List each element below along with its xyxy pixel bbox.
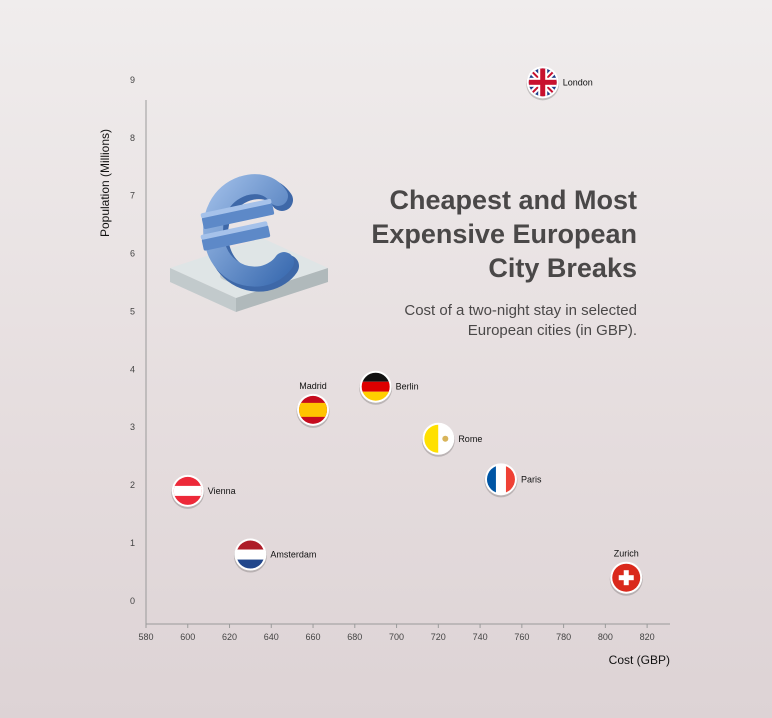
- x-ticks: 580 600 620 640 660 680 700 720 740 760 780 800 820: [138, 624, 655, 642]
- chart-subtitle-line: European cities (in GBP).: [467, 322, 637, 339]
- city-label: Vienna: [208, 486, 236, 496]
- netherlands-flag: [236, 540, 265, 569]
- data-point-vienna: [171, 474, 205, 509]
- data-points: London Madrid Berlin Rome Paris Vienna Amsterd…: [171, 66, 643, 596]
- title-block: Cheapest and Most Expensive European Cit…: [307, 183, 637, 341]
- spain-flag: [299, 395, 328, 424]
- vatican-flag: [424, 424, 453, 453]
- x-tick-label: 700: [389, 632, 404, 642]
- x-tick-label: 660: [306, 632, 321, 642]
- data-point-amsterdam: [233, 538, 267, 573]
- y-tick-label: 1: [130, 538, 135, 548]
- x-tick-label: 580: [138, 632, 153, 642]
- chart-title: Cheapest and Most Expensive European Cit…: [307, 183, 637, 285]
- y-ticks: 0 1 2 3 4 5 6 7 8 9: [130, 75, 135, 606]
- chart-title-line: Expensive European: [371, 219, 637, 249]
- x-tick-label: 780: [556, 632, 571, 642]
- euro-sign-icon: [170, 174, 328, 312]
- chart-subtitle-line: Cost of a two-night stay in selected: [404, 302, 637, 319]
- x-tick-label: 680: [347, 632, 362, 642]
- x-tick-label: 620: [222, 632, 237, 642]
- city-label: Amsterdam: [270, 550, 316, 560]
- x-tick-label: 820: [640, 632, 655, 642]
- city-label: Rome: [458, 434, 482, 444]
- data-point-rome: [421, 422, 455, 457]
- city-label: Zurich: [614, 549, 639, 559]
- city-label: Paris: [521, 474, 542, 484]
- switzerland-flag: [612, 563, 641, 592]
- city-label: Madrid: [299, 381, 327, 391]
- y-tick-label: 6: [130, 249, 135, 259]
- data-point-berlin: [359, 370, 393, 405]
- france-flag: [486, 465, 515, 494]
- y-tick-label: 7: [130, 191, 135, 201]
- data-point-paris: [484, 463, 518, 498]
- chart-title-line: Cheapest and Most: [389, 185, 637, 215]
- x-tick-label: 600: [180, 632, 195, 642]
- data-point-london: [526, 66, 560, 101]
- y-tick-label: 3: [130, 422, 135, 432]
- x-tick-label: 740: [473, 632, 488, 642]
- y-axis-label: Population (Millions): [98, 128, 112, 238]
- x-tick-label: 720: [431, 632, 446, 642]
- y-tick-label: 2: [130, 480, 135, 490]
- y-tick-label: 5: [130, 306, 135, 316]
- y-tick-label: 0: [130, 596, 135, 606]
- austria-flag: [173, 476, 202, 505]
- city-label: London: [563, 77, 593, 87]
- x-tick-label: 640: [264, 632, 279, 642]
- city-label: Berlin: [396, 382, 419, 392]
- x-axis-label: Cost (GBP): [608, 653, 670, 667]
- y-tick-label: 9: [130, 75, 135, 85]
- x-tick-label: 760: [514, 632, 529, 642]
- y-tick-label: 4: [130, 364, 135, 374]
- chart-subtitle: Cost of a two-night stay in selected Eur…: [307, 301, 637, 341]
- germany-flag: [361, 372, 390, 401]
- data-point-zurich: [609, 561, 643, 596]
- x-tick-label: 800: [598, 632, 613, 642]
- y-tick-label: 8: [130, 133, 135, 143]
- chart-title-line: City Breaks: [488, 253, 637, 283]
- data-point-madrid: [296, 393, 330, 428]
